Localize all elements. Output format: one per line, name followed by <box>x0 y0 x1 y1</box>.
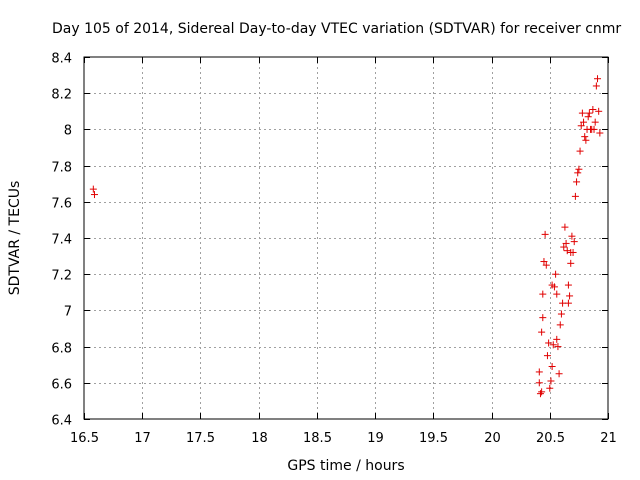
y-tick-label: 6.4 <box>51 414 72 429</box>
data-point <box>581 133 589 141</box>
y-tick-labels: 6.4 6.6 6.8 7 7.2 7.4 7.6 7.8 8 8.2 8.4 <box>51 52 72 429</box>
x-tick-label: 20 <box>484 431 501 446</box>
data-point <box>555 370 563 378</box>
data-point <box>566 292 574 300</box>
chart-title: Day 105 of 2014, Sidereal Day-to-day VTE… <box>52 21 621 37</box>
x-tick-label: 21 <box>600 431 617 446</box>
y-tick-label: 7.2 <box>51 269 72 284</box>
data-point <box>574 169 582 177</box>
y-tick-label: 8.4 <box>51 52 72 67</box>
x-tick-label: 20.5 <box>536 431 565 446</box>
data-point <box>539 290 547 298</box>
x-axis-label: GPS time / hours <box>287 458 404 474</box>
data-point <box>595 107 603 115</box>
data-points <box>89 75 604 398</box>
data-point <box>557 310 565 318</box>
data-point <box>580 118 588 126</box>
data-point <box>573 178 581 186</box>
x-tick-label: 19 <box>367 431 384 446</box>
axis-ticks <box>84 57 609 420</box>
y-tick-label: 7.4 <box>51 233 72 248</box>
data-point <box>553 335 561 343</box>
data-point <box>564 299 572 307</box>
x-tick-label: 18 <box>251 431 268 446</box>
data-point <box>535 368 543 376</box>
y-tick-label: 6.6 <box>51 378 72 393</box>
data-point <box>535 379 543 387</box>
data-point <box>564 281 572 289</box>
data-point <box>560 243 568 251</box>
data-point <box>90 191 98 199</box>
x-tick-label: 16.5 <box>70 431 99 446</box>
data-point <box>548 363 556 371</box>
data-point <box>592 82 600 90</box>
data-point <box>577 122 585 130</box>
data-point <box>585 109 593 117</box>
data-point <box>554 343 562 351</box>
data-point <box>591 118 599 126</box>
x-tick-label: 17 <box>134 431 151 446</box>
y-tick-label: 7.6 <box>51 197 72 212</box>
data-point <box>578 109 586 117</box>
x-tick-labels: 16.5 17 17.5 18 18.5 19 19.5 20 20.5 21 <box>70 431 617 446</box>
y-tick-label: 8 <box>64 124 72 139</box>
y-tick-label: 8.2 <box>51 88 72 103</box>
data-point <box>540 258 548 266</box>
data-point <box>589 105 597 113</box>
data-point <box>596 129 604 137</box>
data-point <box>562 239 570 247</box>
y-axis-label: SDTVAR / TECUs <box>7 181 23 296</box>
data-point <box>549 341 557 349</box>
data-point <box>89 185 97 193</box>
data-point <box>569 248 577 256</box>
data-point <box>546 384 554 392</box>
data-point <box>590 125 598 133</box>
data-point <box>545 339 553 347</box>
data-point <box>536 390 544 398</box>
data-point <box>538 328 546 336</box>
data-point <box>552 270 560 278</box>
data-point <box>584 113 592 121</box>
data-point <box>570 238 578 246</box>
data-point <box>571 192 579 200</box>
x-tick-label: 18.5 <box>303 431 332 446</box>
data-point <box>553 290 561 298</box>
data-point <box>594 75 602 83</box>
data-point <box>567 259 575 267</box>
grid-lines <box>84 57 608 419</box>
x-tick-label: 19.5 <box>419 431 448 446</box>
data-point <box>568 232 576 240</box>
data-point <box>582 136 590 144</box>
y-tick-label: 7.8 <box>51 161 72 176</box>
y-tick-label: 6.8 <box>51 342 72 357</box>
data-point <box>556 321 564 329</box>
data-point <box>547 377 555 385</box>
data-point <box>576 147 584 155</box>
data-point <box>550 283 558 291</box>
y-tick-label: 7 <box>64 305 72 320</box>
data-point <box>538 388 546 396</box>
plot-frame <box>83 56 609 420</box>
data-point <box>543 352 551 360</box>
data-point <box>541 230 549 238</box>
data-point <box>539 314 547 322</box>
data-point <box>575 165 583 173</box>
data-point <box>561 223 569 231</box>
x-tick-label: 17.5 <box>186 431 215 446</box>
data-point <box>542 261 550 269</box>
data-point <box>563 247 571 255</box>
